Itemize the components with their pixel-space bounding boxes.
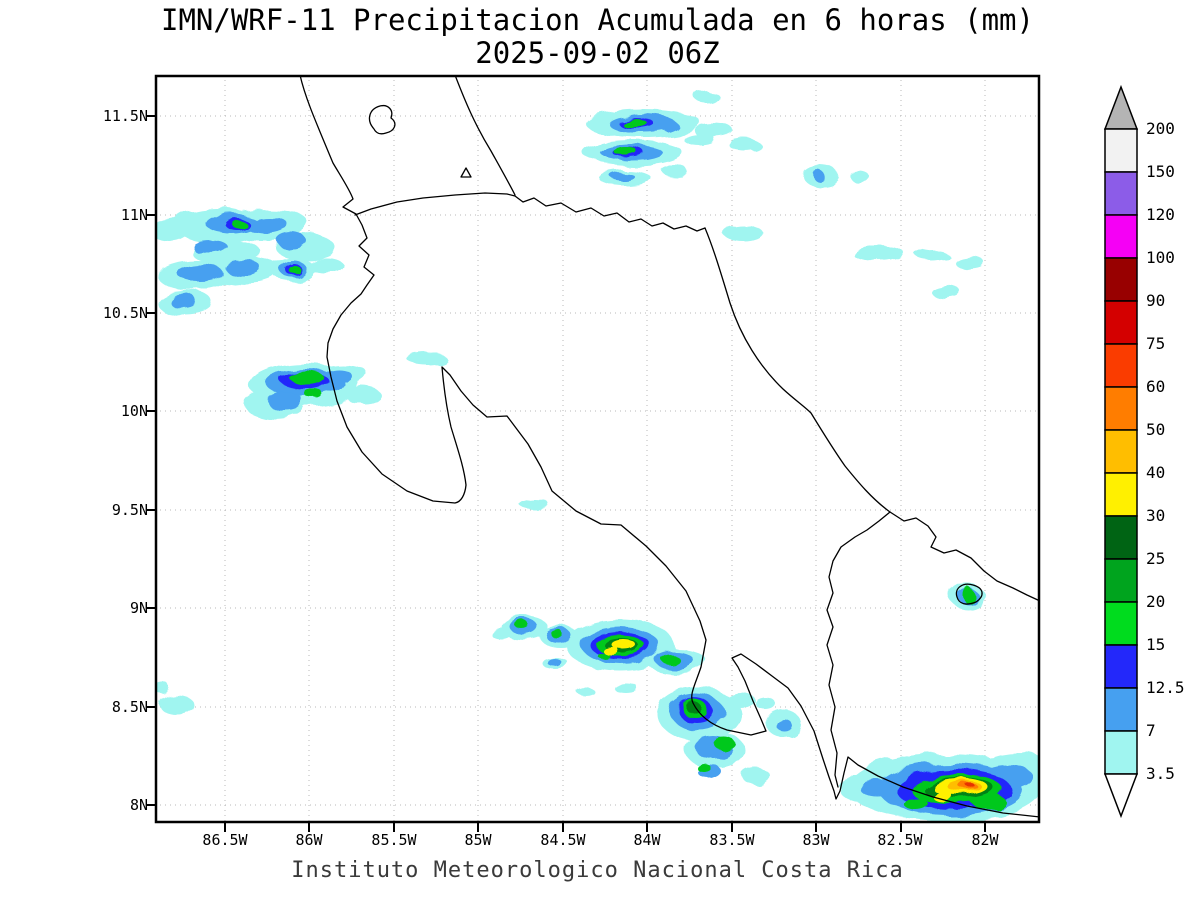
chart-title-line1: IMN/WRF-11 Precipitacion Acumulada en 6 … [161, 3, 1034, 37]
x-axis-label-83-5w: 83.5W [709, 831, 755, 849]
colorbar-band-25-30 [1104, 515, 1138, 560]
colorbar-label-120: 120 [1146, 205, 1175, 224]
y-axis-label-10n: 10N [120, 402, 148, 420]
colorbar-band-150-200 [1104, 128, 1138, 173]
x-axis-label-86w: 86W [295, 831, 323, 849]
colorbar-band-120-150 [1104, 171, 1138, 216]
colorbar [1103, 84, 1139, 820]
map-plot-area [146, 74, 1041, 832]
precip-layer-3.5mm [155, 90, 1040, 822]
colorbar-band-60-75 [1104, 343, 1138, 388]
colorbar-label-25: 25 [1146, 549, 1166, 568]
y-axis-label-9-5n: 9.5N [111, 501, 148, 519]
colorbar-label-3-5: 3.5 [1146, 764, 1175, 783]
x-axis-label-84-5w: 84.5W [540, 831, 586, 849]
footer-institution: Instituto Meteorologico Nacional Costa R… [291, 858, 904, 883]
colorbar-below-min-triangle [1103, 773, 1139, 819]
y-axis-label-8-5n: 8.5N [111, 698, 148, 716]
panama-border [826, 511, 891, 788]
axis-ticks [146, 115, 986, 832]
y-axis-label-10-5n: 10.5N [102, 304, 148, 322]
x-axis-label-82-5w: 82.5W [877, 831, 923, 849]
colorbar-label-50: 50 [1146, 420, 1166, 439]
colorbar-label-40: 40 [1146, 463, 1166, 482]
x-axis-label-82w: 82W [971, 831, 999, 849]
colorbar-band-15-20 [1104, 601, 1138, 646]
colorbar-band-75-90 [1104, 300, 1138, 345]
colorbar-label-150: 150 [1146, 162, 1175, 181]
colorbar-band-90-100 [1104, 257, 1138, 302]
gridlines [155, 75, 1040, 823]
plot-frame [154, 74, 1041, 824]
colorbar-label-12-5: 12.5 [1146, 678, 1185, 697]
colorbar-svg [1103, 84, 1139, 819]
colorbar-label-7: 7 [1146, 721, 1156, 740]
colorbar-label-30: 30 [1146, 506, 1166, 525]
pacific-coastline [299, 75, 1040, 818]
x-axis-label-83w: 83W [802, 831, 830, 849]
precip-layer-12.5mm [223, 117, 1011, 809]
x-axis-label-85-5w: 85.5W [371, 831, 417, 849]
y-axis-label-11-5n: 11.5N [102, 107, 148, 125]
colorbar-band-100-120 [1104, 214, 1138, 259]
colorbar-band-12.5-15 [1104, 644, 1138, 689]
caribbean-coastline [704, 227, 1040, 602]
lake-nicaragua-shore [454, 75, 516, 196]
colorbar-band-40-50 [1104, 429, 1138, 474]
chart-title-line2: 2025-09-02 06Z [475, 36, 720, 70]
colorbar-label-20: 20 [1146, 592, 1166, 611]
y-axis-label-9n: 9N [129, 599, 148, 617]
nicaragua-border-sanjuan-river [354, 192, 706, 232]
colorbar-label-75: 75 [1146, 334, 1166, 353]
x-axis-label-86-5w: 86.5W [202, 831, 248, 849]
precipitation-shading [155, 90, 1040, 822]
ometepe-island [368, 104, 396, 135]
map-svg [146, 74, 1041, 832]
colorbar-band-7-12.5 [1104, 687, 1138, 732]
bocas-island [955, 583, 983, 605]
precip-layer-60mm [967, 783, 975, 789]
y-axis-label-11n: 11N [120, 206, 148, 224]
colorbar-label-100: 100 [1146, 248, 1175, 267]
colorbar-label-60: 60 [1146, 377, 1166, 396]
colorbar-label-15: 15 [1146, 635, 1166, 654]
coastline-layer [299, 75, 1040, 818]
small-lake-islet [460, 167, 472, 178]
colorbar-above-max-triangle [1103, 84, 1139, 130]
x-axis-label-84w: 84W [633, 831, 661, 849]
chart-title: IMN/WRF-11 Precipitacion Acumulada en 6 … [155, 4, 1040, 70]
colorbar-band-20-25 [1104, 558, 1138, 603]
colorbar-label-90: 90 [1146, 291, 1166, 310]
x-axis-label-85w: 85W [464, 831, 492, 849]
colorbar-label-200: 200 [1146, 119, 1175, 138]
colorbar-band-50-60 [1104, 386, 1138, 431]
colorbar-band-3.5-7 [1104, 730, 1138, 775]
y-axis-label-8n: 8N [129, 796, 148, 814]
colorbar-band-30-40 [1104, 472, 1138, 517]
precip-layer-15mm [230, 118, 1005, 809]
